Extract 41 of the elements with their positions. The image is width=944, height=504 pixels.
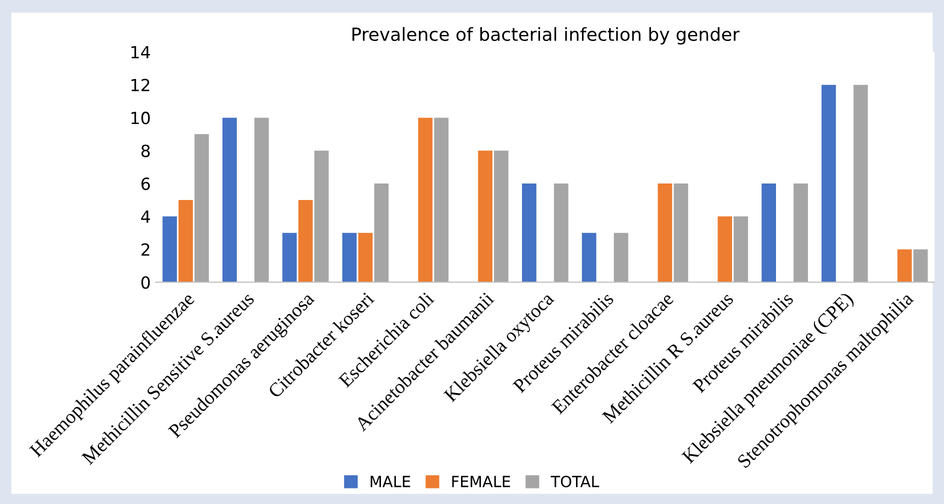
bar bbox=[582, 232, 596, 282]
bar bbox=[734, 216, 748, 282]
bar bbox=[314, 150, 329, 282]
bar bbox=[853, 84, 868, 282]
bar bbox=[374, 184, 389, 282]
y-tick-label: 14 bbox=[132, 46, 150, 58]
bar bbox=[434, 118, 449, 282]
bar bbox=[614, 232, 628, 282]
bar bbox=[658, 184, 672, 282]
bar bbox=[522, 184, 536, 282]
bar bbox=[762, 184, 776, 282]
bar bbox=[913, 249, 928, 282]
y-tick-label: 2 bbox=[142, 243, 150, 256]
bar bbox=[822, 84, 836, 282]
y-tick-label: 4 bbox=[141, 210, 150, 223]
chart-title: Prevalence of bacterial infection by gender bbox=[352, 27, 740, 45]
bar bbox=[178, 200, 193, 282]
bar bbox=[342, 232, 357, 282]
legend-label: MALE bbox=[370, 476, 410, 488]
bar bbox=[718, 216, 732, 282]
y-tick-label: 8 bbox=[141, 144, 150, 158]
bar bbox=[254, 118, 269, 282]
bar bbox=[282, 232, 297, 282]
bar bbox=[494, 150, 508, 282]
bar bbox=[358, 232, 373, 282]
bar bbox=[478, 150, 492, 282]
y-tick-label: 0 bbox=[141, 276, 150, 289]
y-tick-label: 12 bbox=[132, 78, 150, 92]
legend-label: TOTAL bbox=[550, 476, 600, 488]
bar bbox=[298, 200, 313, 282]
bar bbox=[162, 216, 177, 282]
legend-label: FEMALE bbox=[452, 476, 510, 488]
bar bbox=[897, 249, 912, 282]
bar bbox=[194, 134, 209, 282]
y-tick-label: 6 bbox=[141, 177, 150, 190]
bar bbox=[674, 184, 688, 282]
bar bbox=[794, 184, 808, 282]
y-tick-label: 10 bbox=[132, 112, 150, 124]
bar bbox=[418, 118, 433, 282]
bar bbox=[554, 184, 568, 282]
bar bbox=[222, 118, 237, 282]
